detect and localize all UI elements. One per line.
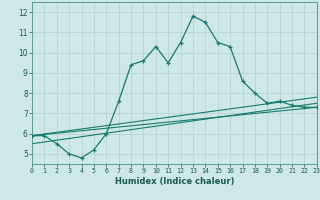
X-axis label: Humidex (Indice chaleur): Humidex (Indice chaleur) — [115, 177, 234, 186]
